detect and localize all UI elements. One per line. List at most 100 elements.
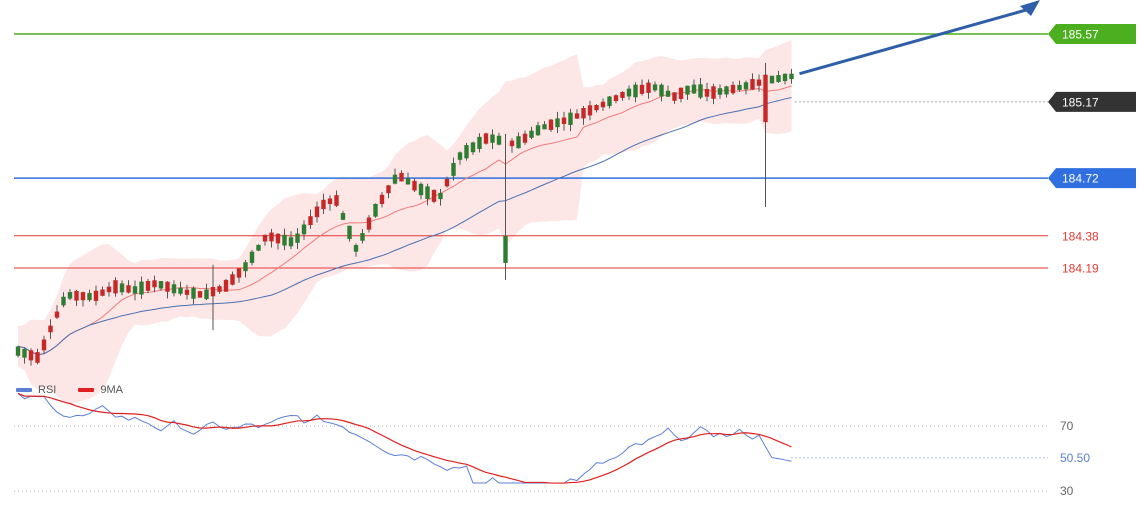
level-label-box <box>1048 91 1136 112</box>
candle-body <box>542 124 547 130</box>
candle-body <box>444 178 450 187</box>
candle-body <box>236 268 242 278</box>
candle-body <box>412 180 417 191</box>
candle-body <box>405 178 411 185</box>
candle-body <box>74 290 79 301</box>
candle-body <box>626 88 632 97</box>
candle-body <box>698 84 703 98</box>
candle-body <box>256 244 261 251</box>
candle-body <box>197 291 203 298</box>
candle-body <box>581 107 586 119</box>
candle-body <box>399 172 404 182</box>
candle-body <box>223 279 229 292</box>
candle-body <box>561 117 567 125</box>
candle-body <box>607 96 612 107</box>
candle-body <box>327 198 333 205</box>
candle-body <box>360 233 365 241</box>
candle-body <box>496 135 502 145</box>
candle-body <box>548 119 554 130</box>
candle-body <box>756 79 762 86</box>
candle-body <box>28 350 34 361</box>
candle-body <box>158 281 164 289</box>
candle-body <box>353 245 359 252</box>
candle-body <box>711 86 716 99</box>
candle-body <box>691 84 697 94</box>
legend-label-9ma: 9MA <box>100 384 123 396</box>
candle-body <box>503 235 508 263</box>
target-arrow-layer <box>799 0 1040 76</box>
bollinger-band <box>18 40 792 405</box>
candle-body <box>457 152 463 160</box>
candle-body <box>54 311 60 318</box>
candle-body <box>477 136 482 149</box>
candle-body <box>555 118 560 128</box>
candle-body <box>217 286 222 292</box>
level-labels-layer: 185.57 185.17 184.72 184.38 184.19 <box>1048 24 1136 276</box>
candle-body <box>529 130 534 138</box>
level-label: 184.19 <box>1062 262 1099 276</box>
candle-body <box>145 281 151 291</box>
rsi-level-label: 70 <box>1060 419 1074 433</box>
target-arrow-shaft <box>799 8 1027 76</box>
candle-body <box>87 292 92 301</box>
candle-body <box>776 75 781 83</box>
candle-body <box>431 189 437 202</box>
candle-body <box>171 284 177 294</box>
candle-body <box>594 105 599 111</box>
candle-body <box>704 89 710 97</box>
target-arrow-head <box>1020 0 1040 16</box>
candle-body <box>490 134 495 143</box>
candle-body <box>314 206 320 218</box>
candle-body <box>61 296 66 306</box>
candle-body <box>600 101 606 108</box>
candle-body <box>100 289 105 296</box>
legend-swatch-9ma <box>78 388 95 392</box>
candle-body <box>80 292 86 301</box>
candle-body <box>67 292 73 299</box>
candle-body <box>672 92 677 101</box>
candle-body <box>620 91 625 98</box>
candle-body <box>743 82 749 90</box>
level-label-box <box>1048 168 1136 189</box>
candle-body <box>386 185 391 194</box>
candle-body <box>373 203 378 217</box>
candle-body <box>262 234 268 242</box>
candle-body <box>587 105 593 116</box>
candle-body <box>685 85 690 95</box>
legend-item-rsi: RSI <box>16 384 56 396</box>
candle-body <box>15 346 21 356</box>
candle-body <box>106 286 112 293</box>
candle-body <box>347 225 352 240</box>
candle-body <box>41 339 47 351</box>
candle-body <box>230 274 235 285</box>
candle-body <box>249 251 255 263</box>
candle-body <box>639 84 645 94</box>
candle-body <box>438 192 443 200</box>
candle-body <box>470 142 476 153</box>
candle-body <box>48 325 53 333</box>
candle-body <box>379 194 385 204</box>
candle-body <box>178 287 183 294</box>
candle-body <box>191 287 196 299</box>
candle-body <box>737 84 742 91</box>
rsi-line <box>17 393 792 484</box>
level-label-box <box>1048 24 1136 44</box>
candle-body <box>665 90 671 97</box>
ma-slow-line <box>17 97 792 356</box>
level-label: 184.72 <box>1062 172 1099 186</box>
candle-body <box>659 84 664 97</box>
legend-label-rsi: RSI <box>38 384 57 396</box>
candle-body <box>574 113 580 119</box>
candle-body <box>93 290 99 301</box>
rsi-legend: RSI 9MA <box>16 384 123 396</box>
candle-body <box>152 280 157 288</box>
candle-body <box>509 140 515 147</box>
legend-item-9ma: 9MA <box>78 384 123 396</box>
level-label: 185.17 <box>1062 95 1099 109</box>
candle-body <box>522 133 528 143</box>
rsi-current-label: 50.50 <box>1060 451 1090 465</box>
candle-body <box>613 95 619 102</box>
candle-body <box>646 82 651 93</box>
